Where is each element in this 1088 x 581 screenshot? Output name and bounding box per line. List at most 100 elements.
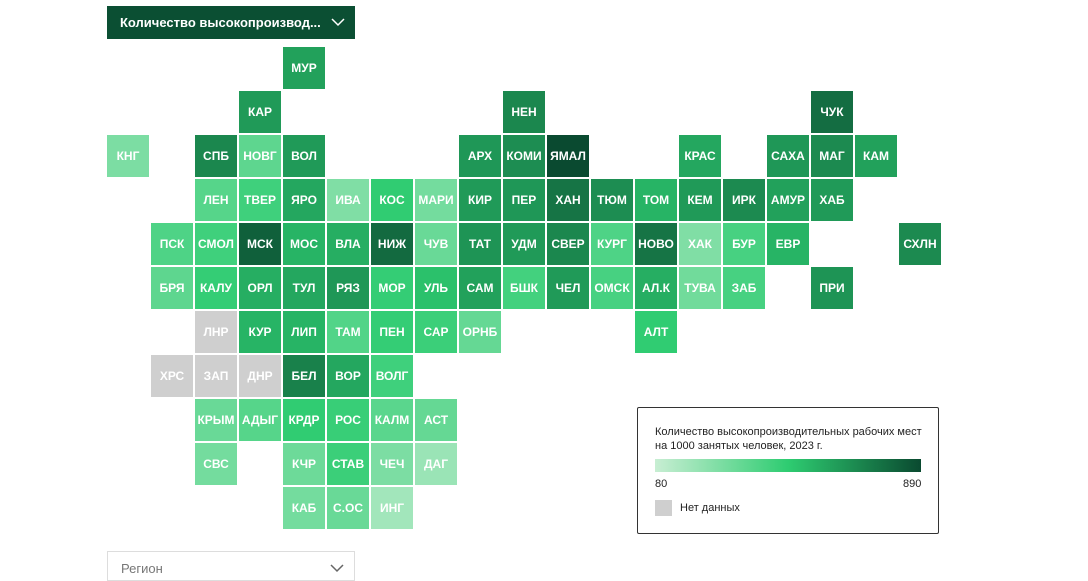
region-select-label: Регион <box>121 561 163 576</box>
region-tile <box>195 135 237 177</box>
region-label: СПБ <box>203 149 229 163</box>
region-tile <box>327 355 369 397</box>
region-tile <box>371 179 413 221</box>
region-label: КАМ <box>863 149 889 163</box>
region-tile <box>591 267 633 309</box>
region-label: САР <box>423 325 448 339</box>
region-label: БЕЛ <box>291 369 316 383</box>
region-tile <box>767 179 809 221</box>
region-label: БУР <box>732 237 756 251</box>
region-tile <box>371 399 413 441</box>
region-label: ОРЛ <box>247 281 272 295</box>
region-tile <box>723 267 765 309</box>
region-tile <box>415 399 457 441</box>
region-label: НИЖ <box>378 237 406 251</box>
region-label: ЛЕН <box>203 193 228 207</box>
legend: Количество высокопроизводительных рабочи… <box>637 407 939 534</box>
region-tile <box>503 135 545 177</box>
region-label: СМОЛ <box>198 237 234 251</box>
region-label: УЛЬ <box>424 281 448 295</box>
region-label: ТЮМ <box>597 193 627 207</box>
no-data-swatch <box>655 500 672 516</box>
region-tile <box>459 223 501 265</box>
region-tile <box>239 399 281 441</box>
region-label: АСТ <box>424 413 449 427</box>
region-tile <box>195 443 237 485</box>
region-tile <box>679 135 721 177</box>
region-tile <box>503 223 545 265</box>
region-label: КНГ <box>117 149 140 163</box>
region-tile <box>283 487 325 529</box>
region-label: КРАС <box>684 149 716 163</box>
region-label: ЛИП <box>291 325 317 339</box>
region-label: ЯРО <box>291 193 317 207</box>
region-tile <box>899 223 941 265</box>
region-label: ПСК <box>160 237 185 251</box>
region-label: САМ <box>466 281 493 295</box>
region-label: УДМ <box>511 237 536 251</box>
dropdown-label: Количество высокопроизвод... <box>120 15 321 30</box>
region-tile <box>327 223 369 265</box>
region-tile <box>327 487 369 529</box>
region-tile <box>239 223 281 265</box>
legend-title: Количество высокопроизводительных рабочи… <box>655 426 922 452</box>
region-label: ЕВР <box>776 237 801 251</box>
region-tile <box>283 443 325 485</box>
region-tile <box>371 311 413 353</box>
region-label: ИНГ <box>380 501 404 515</box>
region-tile <box>327 443 369 485</box>
region-tile <box>283 47 325 89</box>
region-label: ТУВА <box>684 281 716 295</box>
region-label: МУР <box>291 61 316 75</box>
region-label: МСК <box>247 237 274 251</box>
region-tile <box>283 311 325 353</box>
region-tile <box>679 223 721 265</box>
indicator-dropdown[interactable]: Количество высокопроизвод... <box>107 6 355 39</box>
region-tile <box>327 179 369 221</box>
region-label: ИВА <box>335 193 361 207</box>
region-label: САХА <box>771 149 805 163</box>
region-tile <box>811 179 853 221</box>
legend-gradient <box>655 459 921 472</box>
region-label: МОС <box>290 237 318 251</box>
region-label: СВЕР <box>551 237 584 251</box>
region-label: БШК <box>510 281 539 295</box>
region-tile <box>415 267 457 309</box>
region-label: ЧУК <box>820 105 844 119</box>
region-select[interactable]: Регион <box>107 551 355 581</box>
region-label: АМУР <box>771 193 805 207</box>
region-tile <box>679 267 721 309</box>
region-label: ОМСК <box>594 281 630 295</box>
region-tile <box>591 179 633 221</box>
region-tile <box>415 223 457 265</box>
region-label: МАГ <box>819 149 845 163</box>
region-label: ХАК <box>688 237 713 251</box>
region-label: ЗАБ <box>732 281 757 295</box>
region-tile <box>635 223 677 265</box>
region-tile <box>195 223 237 265</box>
region-tile <box>371 487 413 529</box>
region-label: КУРГ <box>597 237 627 251</box>
region-tile <box>503 267 545 309</box>
region-tile <box>239 179 281 221</box>
region-label: АЛ.К <box>642 281 671 295</box>
region-tile <box>547 135 589 177</box>
region-label: ТВЕР <box>244 193 276 207</box>
region-label: КОС <box>379 193 405 207</box>
region-tile <box>547 179 589 221</box>
region-label: ВОР <box>335 369 361 383</box>
region-tile <box>767 135 809 177</box>
region-label: СВС <box>203 457 229 471</box>
region-tile <box>195 355 237 397</box>
region-tile <box>107 135 149 177</box>
region-tile <box>283 267 325 309</box>
region-tile <box>283 223 325 265</box>
region-tile <box>635 267 677 309</box>
region-tile <box>415 179 457 221</box>
region-label: ПРИ <box>819 281 844 295</box>
region-tile <box>723 179 765 221</box>
region-tile <box>195 267 237 309</box>
region-tile <box>283 135 325 177</box>
region-tile <box>635 311 677 353</box>
